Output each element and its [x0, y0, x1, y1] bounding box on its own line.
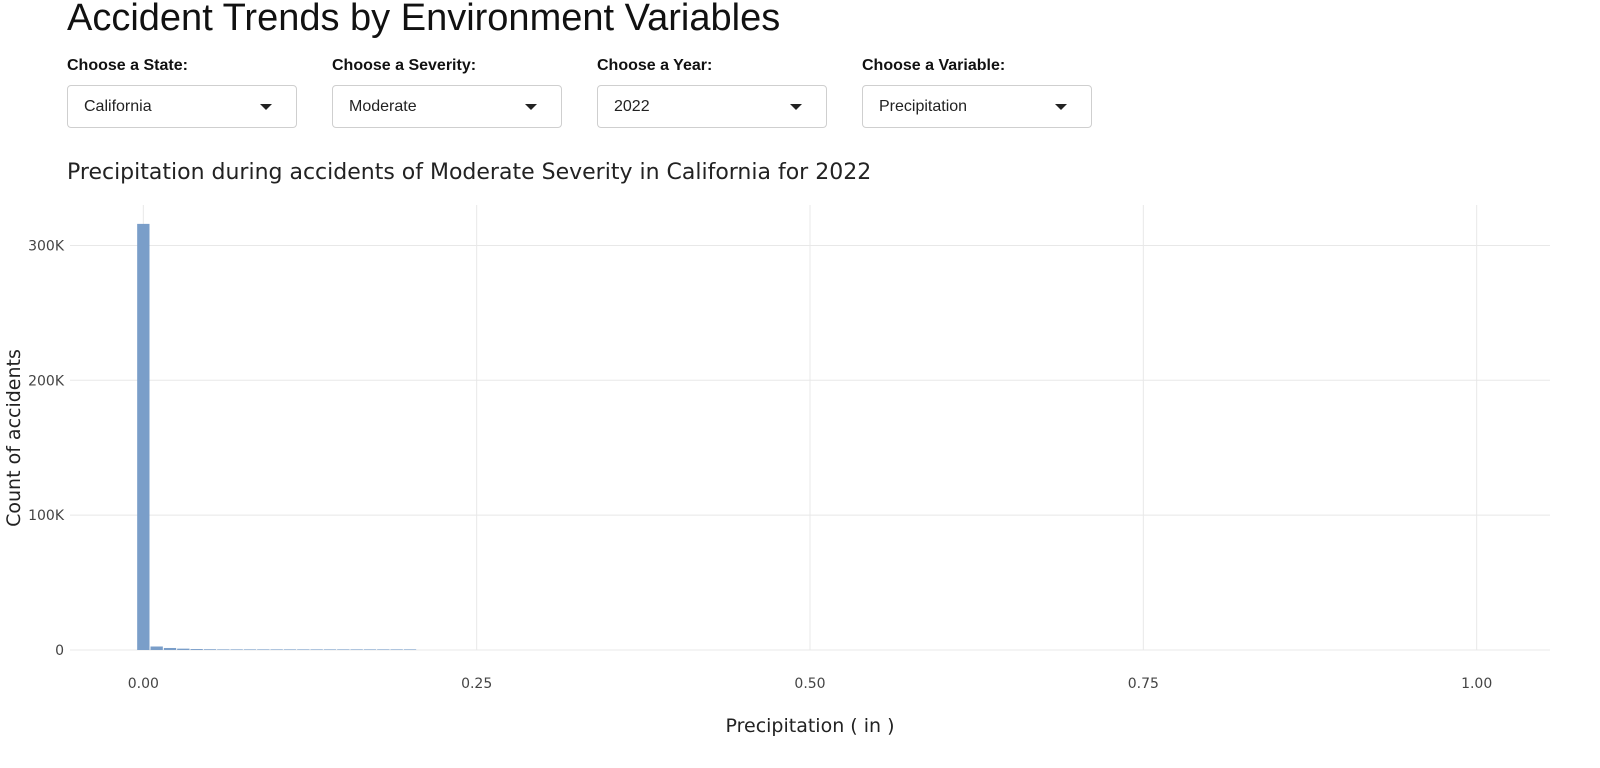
x-tick-label: 0.50	[794, 676, 825, 692]
grid-lines	[70, 205, 1550, 651]
variable-select[interactable]: Precipitation	[862, 85, 1092, 128]
caret-down-icon	[790, 104, 802, 110]
variable-select-value: Precipitation	[879, 98, 968, 115]
histogram-bar[interactable]	[363, 649, 377, 650]
y-tick-label: 100K	[28, 508, 65, 524]
severity-filter-label: Choose a Severity:	[332, 57, 477, 74]
histogram-bar[interactable]	[150, 646, 163, 650]
state-select-value: California	[84, 98, 152, 115]
state-select[interactable]: California	[67, 85, 297, 128]
variable-filter: Choose a Variable: Precipitation	[862, 56, 1094, 128]
year-select[interactable]: 2022	[597, 85, 827, 128]
chart-title: Precipitation during accidents of Modera…	[67, 160, 872, 185]
page-title: Accident Trends by Environment Variables	[67, 0, 781, 39]
histogram-bars	[137, 223, 417, 650]
histogram-bar[interactable]	[217, 649, 230, 650]
histogram-bar[interactable]	[163, 647, 177, 650]
histogram-bar[interactable]	[203, 649, 217, 650]
caret-down-icon	[1055, 104, 1067, 110]
x-axis-label: Precipitation ( in )	[725, 715, 894, 737]
histogram-bar[interactable]	[337, 649, 350, 650]
severity-select[interactable]: Moderate	[332, 85, 562, 128]
histogram-bar[interactable]	[270, 649, 283, 650]
state-filter-label: Choose a State:	[67, 57, 188, 74]
x-tick-label: 0.25	[461, 676, 492, 692]
histogram-bar[interactable]	[257, 649, 270, 650]
variable-filter-label: Choose a Variable:	[862, 57, 1006, 74]
histogram-bar[interactable]	[297, 649, 310, 650]
histogram-bar[interactable]	[377, 649, 390, 650]
histogram-chart: 0 100K 200K 300K 0.00 0.25 0.50 0.75 1.00 Precip…	[3, 205, 1550, 737]
histogram-bar[interactable]	[137, 223, 150, 650]
histogram-bar[interactable]	[177, 648, 190, 650]
histogram-bar[interactable]	[190, 649, 203, 650]
histogram-bar[interactable]	[283, 649, 297, 650]
year-filter: Choose a Year: 2022	[597, 56, 829, 128]
x-tick-label: 1.00	[1461, 676, 1492, 692]
filter-controls: Choose a State: California Choose a Seve…	[67, 56, 1167, 136]
histogram-bar[interactable]	[403, 649, 417, 650]
histogram-bar[interactable]	[350, 649, 363, 650]
caret-down-icon	[260, 104, 272, 110]
year-filter-label: Choose a Year:	[597, 57, 713, 74]
histogram-bar[interactable]	[390, 649, 403, 650]
caret-down-icon	[525, 104, 537, 110]
y-tick-label: 200K	[28, 373, 65, 389]
y-axis-label: Count of accidents	[3, 349, 25, 527]
histogram-bar[interactable]	[310, 649, 323, 650]
x-tick-label: 0.00	[128, 676, 159, 692]
axis-ticks: 0 100K 200K 300K 0.00 0.25 0.50 0.75 1.00	[28, 238, 1492, 692]
histogram-bar[interactable]	[230, 649, 243, 650]
x-tick-label: 0.75	[1128, 676, 1159, 692]
y-tick-label: 0	[55, 643, 64, 659]
state-filter: Choose a State: California	[67, 56, 299, 128]
histogram-bar[interactable]	[323, 649, 337, 650]
severity-filter: Choose a Severity: Moderate	[332, 56, 564, 128]
histogram-bar[interactable]	[243, 649, 257, 650]
severity-select-value: Moderate	[349, 98, 417, 115]
y-tick-label: 300K	[28, 238, 65, 254]
year-select-value: 2022	[614, 98, 650, 115]
